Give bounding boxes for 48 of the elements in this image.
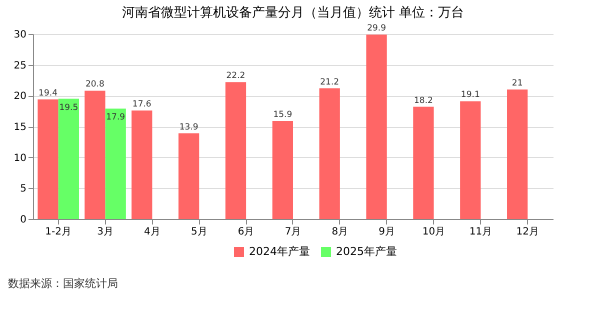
x-tick-label: 10月 bbox=[422, 226, 446, 238]
data-label: 19.4 bbox=[38, 88, 58, 98]
bar bbox=[366, 34, 387, 219]
data-label: 17.9 bbox=[106, 112, 126, 123]
x-tick-label: 1-2月 bbox=[45, 226, 72, 238]
bar bbox=[225, 82, 246, 219]
bar bbox=[272, 120, 293, 219]
data-label: 19.5 bbox=[59, 102, 78, 113]
y-tick-label: 10 bbox=[14, 152, 26, 164]
bar bbox=[132, 110, 152, 219]
x-tick-label: 8月 bbox=[332, 226, 348, 238]
bar bbox=[58, 98, 79, 219]
y-tick-label: 20 bbox=[14, 91, 26, 102]
x-tick-label: 5月 bbox=[190, 226, 208, 238]
y-tick-label: 25 bbox=[14, 60, 26, 72]
chart-title: 河南省微型计算机设备产量分月（当月值）统计 单位：万台 bbox=[122, 6, 464, 21]
source-note: 数据来源：国家统计局 bbox=[8, 277, 118, 290]
data-label: 18.2 bbox=[414, 96, 433, 106]
data-label: 17.6 bbox=[132, 99, 152, 110]
x-tick-label: 4月 bbox=[144, 226, 160, 238]
y-tick-label: 5 bbox=[20, 184, 26, 195]
x-tick-label: 7月 bbox=[284, 226, 302, 238]
y-tick-label: 15 bbox=[14, 122, 26, 133]
bar bbox=[178, 133, 200, 219]
bar bbox=[38, 99, 58, 219]
legend-label: 2025年产量 bbox=[336, 245, 397, 258]
x-tick-label: 6月 bbox=[238, 226, 254, 238]
data-label: 20.8 bbox=[85, 80, 104, 90]
x-tick-label: 11月 bbox=[469, 226, 492, 238]
data-label: 21 bbox=[512, 78, 523, 88]
x-tick-label: 9月 bbox=[378, 226, 396, 238]
y-tick-label: 0 bbox=[20, 214, 26, 226]
data-label: 15.9 bbox=[273, 110, 292, 120]
bar bbox=[460, 101, 481, 219]
bar bbox=[413, 106, 434, 219]
bar bbox=[319, 88, 340, 219]
data-label: 29.9 bbox=[367, 24, 386, 34]
bar bbox=[105, 108, 126, 219]
y-tick-label: 30 bbox=[14, 30, 26, 40]
data-label: 19.1 bbox=[460, 90, 480, 100]
data-label: 13.9 bbox=[179, 122, 198, 132]
bar bbox=[507, 90, 528, 219]
data-label: 21.2 bbox=[320, 77, 340, 88]
legend-label: 2024年产量 bbox=[249, 245, 310, 258]
data-label: 22.2 bbox=[226, 71, 246, 82]
x-tick-label: 3月 bbox=[97, 226, 114, 238]
x-tick-label: 12月 bbox=[516, 226, 540, 238]
bar bbox=[84, 90, 106, 219]
